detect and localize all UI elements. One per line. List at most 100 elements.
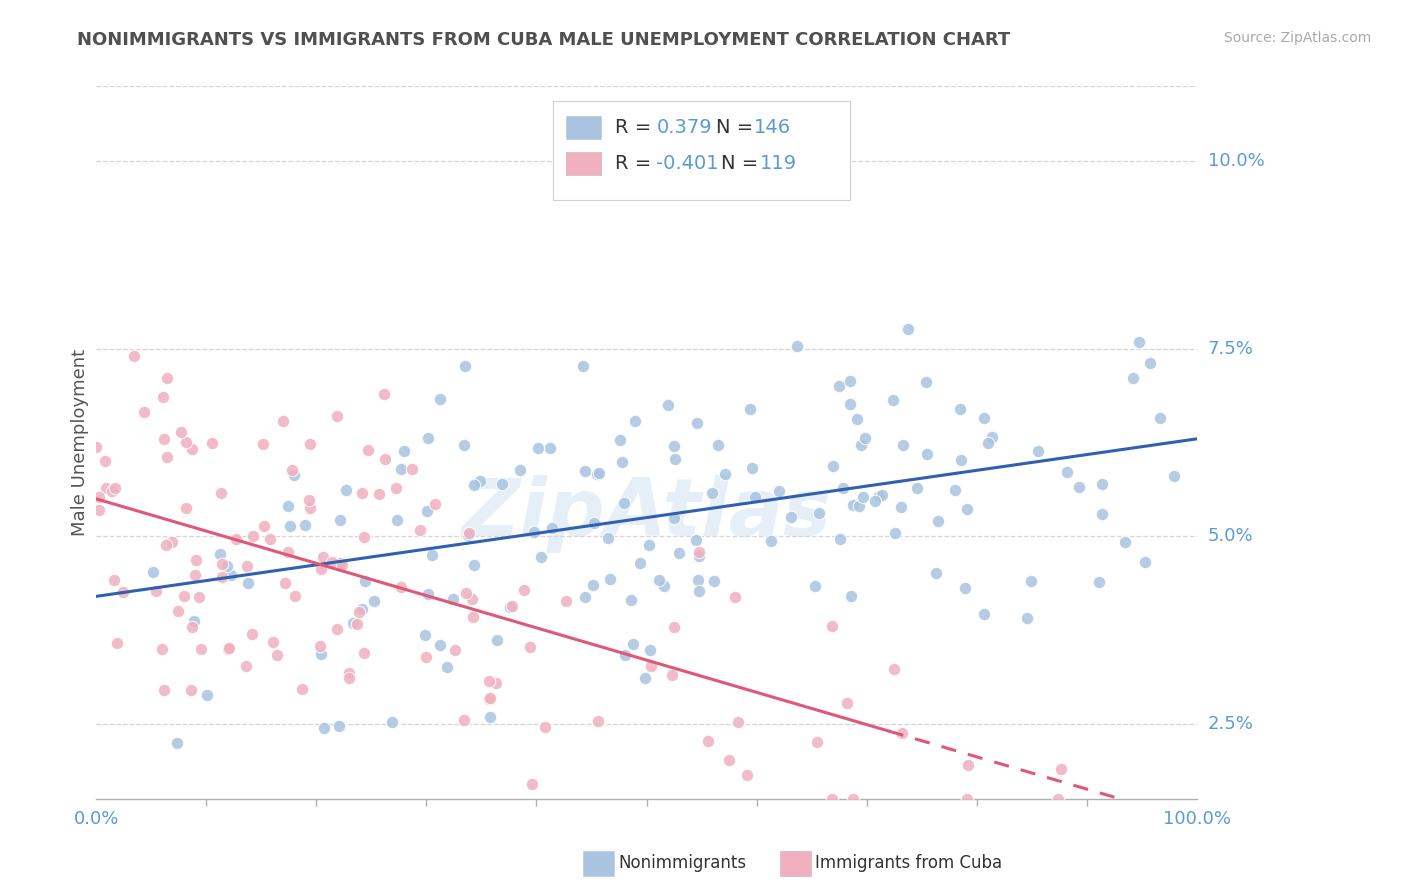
Point xyxy=(686,574,709,588)
Point xyxy=(1122,371,1144,385)
Point xyxy=(882,392,904,407)
Point xyxy=(741,461,763,475)
Point xyxy=(664,451,686,466)
Point xyxy=(613,496,636,510)
Text: Immigrants from Cuba: Immigrants from Cuba xyxy=(815,855,1002,872)
Point xyxy=(156,450,179,464)
Point xyxy=(953,581,976,595)
Point xyxy=(312,549,335,564)
Point xyxy=(523,525,546,540)
Point xyxy=(337,665,360,680)
Text: 2.5%: 2.5% xyxy=(1208,714,1254,733)
Point xyxy=(266,648,288,662)
Text: Nonimmigrants: Nonimmigrants xyxy=(619,855,747,872)
Point xyxy=(429,638,451,652)
Point xyxy=(468,475,491,489)
Point xyxy=(211,558,233,572)
Point xyxy=(696,734,718,748)
Point xyxy=(780,509,803,524)
Point xyxy=(588,714,610,728)
Point xyxy=(122,350,145,364)
Point xyxy=(201,435,224,450)
Point xyxy=(478,691,501,706)
Point xyxy=(162,535,184,549)
Point xyxy=(662,620,685,634)
Text: 119: 119 xyxy=(759,153,797,173)
Point xyxy=(744,490,766,504)
Point xyxy=(389,580,412,594)
Point xyxy=(640,642,662,657)
Point xyxy=(134,405,156,419)
Point xyxy=(309,640,332,654)
Point xyxy=(803,579,825,593)
Point xyxy=(838,397,860,411)
Point xyxy=(509,463,531,477)
Point xyxy=(1019,574,1042,588)
Point xyxy=(973,411,995,425)
Point xyxy=(613,648,636,662)
Point xyxy=(529,549,551,564)
Point xyxy=(463,609,485,624)
Point xyxy=(891,438,914,452)
Text: 10.0%: 10.0% xyxy=(1208,153,1264,170)
Point xyxy=(463,478,485,492)
Point xyxy=(347,605,370,619)
Point xyxy=(259,532,281,546)
Point xyxy=(628,556,651,570)
Text: 5.0%: 5.0% xyxy=(1208,527,1253,545)
Point xyxy=(150,641,173,656)
Text: Source: ZipAtlas.com: Source: ZipAtlas.com xyxy=(1223,31,1371,45)
Point xyxy=(706,438,728,452)
Point xyxy=(1114,535,1136,549)
Point xyxy=(835,696,858,710)
Point xyxy=(357,442,380,457)
Point xyxy=(662,511,685,525)
Text: 7.5%: 7.5% xyxy=(1208,340,1254,358)
Point xyxy=(236,575,259,590)
FancyBboxPatch shape xyxy=(567,116,602,139)
Point xyxy=(335,483,357,498)
Point xyxy=(353,646,375,660)
Point xyxy=(415,649,437,664)
Point xyxy=(534,720,557,734)
Point xyxy=(654,579,676,593)
Point xyxy=(662,439,685,453)
Point xyxy=(820,619,842,633)
Point xyxy=(103,573,125,587)
Point xyxy=(842,498,865,512)
Point xyxy=(501,599,523,614)
Point xyxy=(759,534,782,549)
Point xyxy=(821,792,844,806)
Point xyxy=(329,556,352,570)
Point xyxy=(457,527,479,541)
Point xyxy=(325,622,347,636)
Point xyxy=(423,497,446,511)
Point xyxy=(444,643,467,657)
Point xyxy=(915,447,938,461)
Point xyxy=(374,452,396,467)
Point xyxy=(640,658,662,673)
Point xyxy=(479,710,502,724)
Text: 146: 146 xyxy=(755,118,792,137)
Point xyxy=(94,482,117,496)
Point xyxy=(1128,334,1150,349)
Point xyxy=(152,390,174,404)
Point xyxy=(574,590,596,604)
Point xyxy=(612,455,634,469)
Point xyxy=(294,518,316,533)
Point xyxy=(883,662,905,676)
Text: N =: N = xyxy=(716,118,759,137)
Point xyxy=(166,736,188,750)
Point xyxy=(242,528,264,542)
Point xyxy=(461,591,484,606)
Point xyxy=(153,432,176,446)
Text: R =: R = xyxy=(614,153,657,173)
Point xyxy=(218,641,240,656)
Point xyxy=(354,574,377,589)
Point xyxy=(831,481,853,495)
Point xyxy=(291,682,314,697)
Point xyxy=(298,437,321,451)
Text: -0.401: -0.401 xyxy=(657,153,718,173)
Point xyxy=(657,397,679,411)
Point xyxy=(724,591,747,605)
